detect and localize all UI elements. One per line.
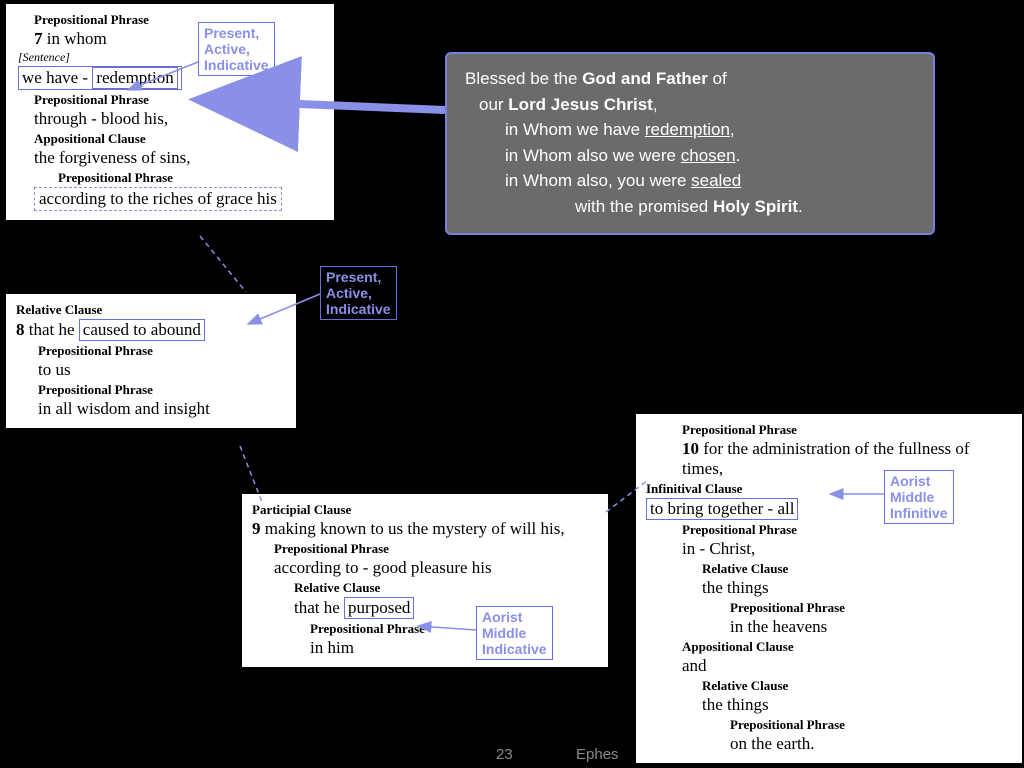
quote-line: in Whom we have redemption,	[465, 117, 915, 143]
quote-line: in Whom also we were chosen.	[465, 143, 915, 169]
word-purposed: purposed	[344, 597, 414, 619]
line-redemption: we have - redemption	[18, 66, 324, 90]
sentence-bracket: [Sentence]	[18, 50, 324, 65]
clause-label: Prepositional Phrase	[38, 343, 286, 359]
phrase-caused-to-abound: caused to abound	[79, 319, 205, 341]
verse-number: 10	[682, 439, 699, 458]
panel-verse-8: Relative Clause 8 that he caused to abou…	[6, 294, 296, 428]
footer-reference: Ephes	[576, 746, 619, 763]
quote-line: with the promised Holy Spirit.	[465, 194, 915, 220]
line: through - blood his,	[34, 109, 324, 129]
clause-label: Prepositional Phrase	[682, 422, 1012, 438]
line: the things	[702, 578, 1012, 598]
grammar-tag-present-active-indicative-1: Present, Active, Indicative	[198, 22, 275, 76]
line: and	[682, 656, 1012, 676]
grammar-tag-aorist-middle-infinitive: Aorist Middle Infinitive	[884, 470, 954, 524]
panel-verse-9: Participial Clause 9 making known to us …	[242, 494, 608, 667]
verse-line: 9 making known to us the mystery of will…	[252, 519, 598, 539]
panel-verse-10: Prepositional Phrase 10 for the administ…	[636, 414, 1022, 763]
line: the forgiveness of sins,	[34, 148, 324, 168]
clause-label: Relative Clause	[294, 580, 598, 596]
clause-label: Prepositional Phrase	[730, 717, 1012, 733]
line: in him	[310, 638, 598, 658]
clause-label: Relative Clause	[702, 561, 1012, 577]
verse-number: 9	[252, 519, 261, 538]
clause-label: Infinitival Clause	[646, 481, 1012, 497]
clause-label: Prepositional Phrase	[730, 600, 1012, 616]
line: in all wisdom and insight	[38, 399, 286, 419]
line: on the earth.	[730, 734, 1012, 754]
verse-number: 7	[34, 29, 43, 48]
grammar-tag-aorist-middle-indicative: Aorist Middle Indicative	[476, 606, 553, 660]
clause-label: Relative Clause	[702, 678, 1012, 694]
clause-label: Prepositional Phrase	[34, 12, 324, 28]
page-number: 23	[496, 746, 513, 763]
phrase-bring-together: to bring together - all	[646, 498, 798, 520]
verse-line: 7 in whom	[34, 29, 324, 49]
line: in - Christ,	[682, 539, 1012, 559]
verse-number: 8	[16, 320, 25, 339]
quote-line: Blessed be the God and Father of	[465, 66, 915, 92]
verse-line: 8 that he caused to abound	[16, 319, 286, 341]
quote-box: Blessed be the God and Father of our Lor…	[445, 52, 935, 235]
verse-line: 10 for the administration of the fullnes…	[682, 439, 1012, 479]
clause-label: Appositional Clause	[682, 639, 1012, 655]
grammar-tag-present-active-indicative-2: Present, Active, Indicative	[320, 266, 397, 320]
line: according to the riches of grace his	[34, 187, 324, 211]
line: in the heavens	[730, 617, 1012, 637]
phrase-riches: according to the riches of grace his	[34, 187, 282, 211]
clause-label: Participial Clause	[252, 502, 598, 518]
clause-label: Prepositional Phrase	[310, 621, 598, 637]
line: to us	[38, 360, 286, 380]
line: to bring together - all	[646, 498, 1012, 520]
clause-label: Prepositional Phrase	[38, 382, 286, 398]
clause-label: Prepositional Phrase	[682, 522, 1012, 538]
panel-verse-7: Prepositional Phrase 7 in whom [Sentence…	[6, 4, 334, 220]
line: according to - good pleasure his	[274, 558, 598, 578]
quote-line: our Lord Jesus Christ,	[465, 92, 915, 118]
clause-label: Prepositional Phrase	[58, 170, 324, 186]
clause-label: Prepositional Phrase	[274, 541, 598, 557]
quote-line: in Whom also, you were sealed	[465, 168, 915, 194]
word-redemption: redemption	[92, 67, 177, 89]
line: the things	[702, 695, 1012, 715]
clause-label: Relative Clause	[16, 302, 286, 318]
clause-label: Prepositional Phrase	[34, 92, 324, 108]
clause-label: Appositional Clause	[34, 131, 324, 147]
